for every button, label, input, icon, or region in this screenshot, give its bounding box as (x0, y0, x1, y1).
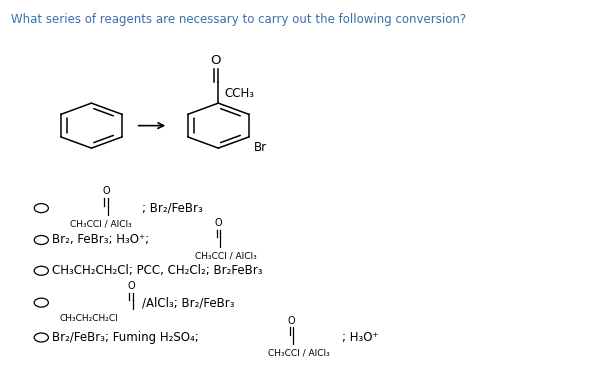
Text: ; H₃O⁺: ; H₃O⁺ (342, 331, 379, 344)
Text: ; Br₂/FeBr₃: ; Br₂/FeBr₃ (142, 202, 202, 214)
Text: O: O (211, 54, 221, 68)
Text: CH₃CH₂CH₂Cl; PCC, CH₂Cl₂; Br₂FeBr₃: CH₃CH₂CH₂Cl; PCC, CH₂Cl₂; Br₂FeBr₃ (52, 264, 263, 277)
Text: /AlCl₃; Br₂/FeBr₃: /AlCl₃; Br₂/FeBr₃ (142, 296, 234, 309)
Text: CH₃CCl / AlCl₃: CH₃CCl / AlCl₃ (268, 349, 330, 358)
Text: CH₃CCl / AlCl₃: CH₃CCl / AlCl₃ (195, 251, 257, 260)
Text: Br₂, FeBr₃; H₃O⁺;: Br₂, FeBr₃; H₃O⁺; (52, 234, 149, 246)
Text: CCH₃: CCH₃ (224, 87, 254, 100)
Text: CH₃CCl / AlCl₃: CH₃CCl / AlCl₃ (70, 219, 132, 228)
Text: O: O (103, 186, 110, 196)
Text: What series of reagents are necessary to carry out the following conversion?: What series of reagents are necessary to… (11, 13, 466, 26)
Text: O: O (127, 281, 135, 291)
Text: CH₃CH₂CH₂Cl: CH₃CH₂CH₂Cl (59, 314, 118, 323)
Text: O: O (288, 316, 295, 326)
Text: Br₂/FeBr₃; Fuming H₂SO₄;: Br₂/FeBr₃; Fuming H₂SO₄; (52, 331, 199, 344)
Text: Br: Br (254, 141, 267, 154)
Text: O: O (215, 218, 222, 228)
